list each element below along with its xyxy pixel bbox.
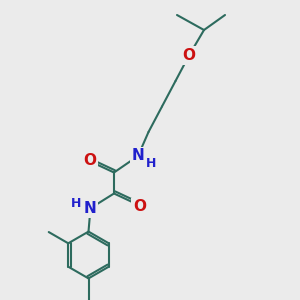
Text: N: N — [132, 148, 144, 164]
Text: H: H — [71, 196, 82, 210]
Text: H: H — [146, 157, 157, 170]
Text: O: O — [182, 48, 196, 63]
Text: N: N — [84, 201, 96, 216]
Text: O: O — [133, 200, 146, 214]
Text: O: O — [83, 153, 97, 168]
